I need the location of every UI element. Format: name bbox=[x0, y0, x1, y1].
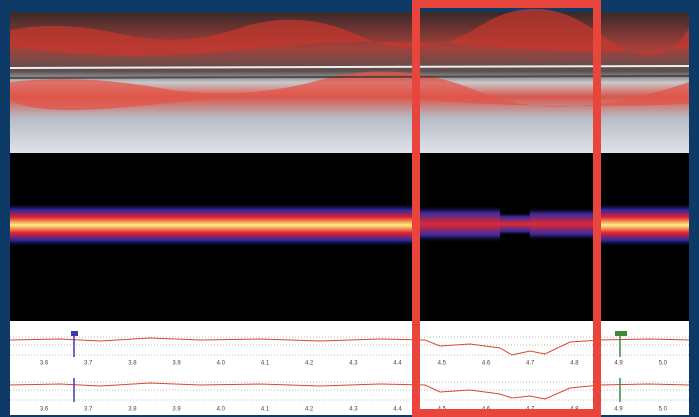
marker-handle[interactable] bbox=[71, 331, 78, 336]
x-tick-label: 3.9 bbox=[172, 361, 181, 367]
heat-band-weak bbox=[530, 207, 600, 241]
x-tick-label: 4.3 bbox=[349, 361, 358, 367]
x-tick-label: 4.7 bbox=[526, 361, 535, 367]
weld-line bbox=[9, 65, 690, 69]
x-tick-label: 4.2 bbox=[305, 407, 314, 413]
heat-band-weak bbox=[420, 205, 500, 243]
x-tick-label: 4.0 bbox=[217, 361, 226, 367]
x-tick-label: 3.8 bbox=[128, 407, 137, 413]
x-tick-label: 4.6 bbox=[482, 361, 491, 367]
x-tick-label: 3.8 bbox=[128, 361, 137, 367]
x-tick-label: 4.8 bbox=[570, 361, 579, 367]
trace-panel-background bbox=[10, 321, 689, 415]
trace-panel: 3.6 3.7 3.8 3.9 4.0 4.1 4.2 4.3 4.4 4.5 4.6 4.7 4.8 4… bbox=[9, 321, 690, 415]
x-tick-label: 3.7 bbox=[84, 407, 93, 413]
heat-band bbox=[600, 203, 689, 247]
trace-line bbox=[9, 382, 690, 400]
x-tick-label: 4.9 bbox=[614, 407, 623, 413]
heat-band bbox=[10, 203, 420, 247]
trace-line bbox=[9, 337, 690, 356]
x-tick-label: 5.0 bbox=[659, 361, 668, 367]
x-tick-label: 4.2 bbox=[305, 361, 314, 367]
heat-band-gap bbox=[500, 212, 530, 236]
x-tick-label: 4.1 bbox=[261, 361, 270, 367]
x-tick-label: 4.0 bbox=[217, 407, 226, 413]
x-tick-label: 5.0 bbox=[659, 407, 668, 413]
x-tick-label: 3.9 bbox=[172, 407, 181, 413]
x-tick-label: 4.5 bbox=[438, 361, 447, 367]
heat-map bbox=[10, 153, 689, 321]
x-tick-label: 3.6 bbox=[40, 361, 49, 367]
x-tick-label: 4.4 bbox=[393, 361, 402, 367]
corrosion-band bbox=[10, 8, 689, 57]
x-tick-label: 4.4 bbox=[393, 407, 402, 413]
x-tick-label: 4.1 bbox=[261, 407, 270, 413]
highlight-box bbox=[412, 0, 601, 417]
x-tick-label: 3.7 bbox=[84, 361, 93, 367]
x-tick-label: 3.6 bbox=[40, 407, 49, 413]
corrosion-band bbox=[10, 71, 689, 111]
seam-line bbox=[9, 75, 690, 79]
marker-handle[interactable] bbox=[615, 331, 627, 336]
x-tick-label: 4.3 bbox=[349, 407, 358, 413]
camera-image bbox=[9, 8, 690, 153]
x-tick-label: 4.9 bbox=[614, 361, 623, 367]
